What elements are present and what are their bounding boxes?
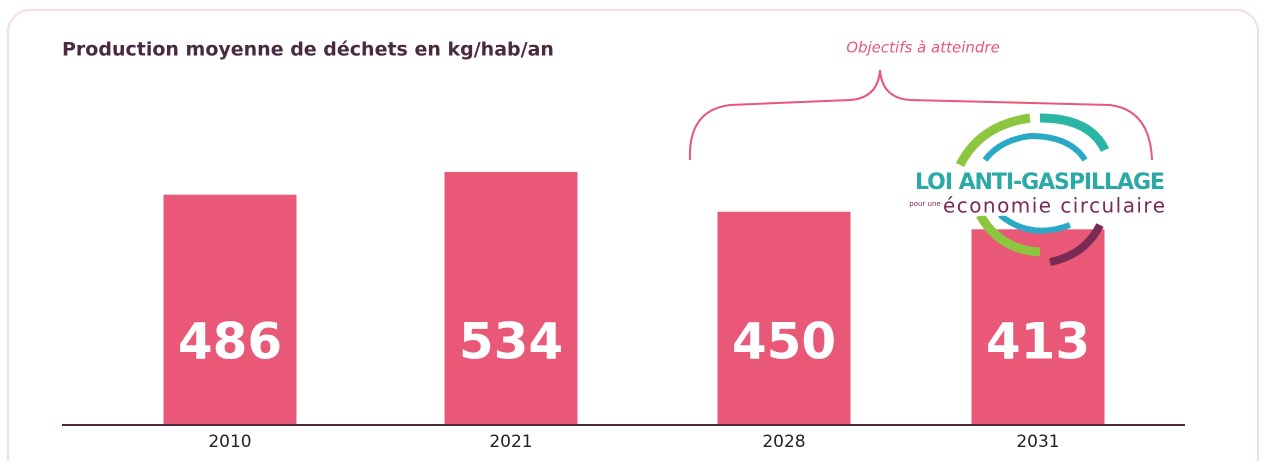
x-tick-label: 2031 xyxy=(1016,432,1059,452)
bar xyxy=(163,194,297,425)
logo: LOI ANTI-GASPILLAGE pour une économie ci… xyxy=(909,113,1167,266)
bar xyxy=(717,211,851,425)
logo-backdrop xyxy=(912,168,1167,216)
logo-arrow xyxy=(955,113,1031,168)
card xyxy=(7,9,1259,461)
x-tick-label: 2010 xyxy=(208,432,251,452)
chart-title: Production moyenne de déchets en kg/hab/… xyxy=(62,39,554,61)
value-label: 486 xyxy=(178,313,282,371)
logo-arrow xyxy=(1049,223,1104,266)
value-label: 450 xyxy=(732,313,836,371)
x-tick-label: 2021 xyxy=(489,432,532,452)
value-label: 534 xyxy=(459,313,563,371)
bar xyxy=(444,171,578,425)
brace xyxy=(688,69,1153,161)
bar xyxy=(971,229,1105,425)
logo-arrow xyxy=(976,212,1041,257)
logo-subtitle: économie circulaire xyxy=(943,194,1165,218)
logo-arrow xyxy=(998,212,1072,234)
logo-arrow xyxy=(982,132,1088,162)
x-tick-label: 2028 xyxy=(762,432,805,452)
logo-prefix: pour une xyxy=(909,200,940,208)
logo-title: LOI ANTI-GASPILLAGE xyxy=(915,170,1165,195)
annotation: Objectifs à atteindre xyxy=(846,39,1000,57)
logo-arrow xyxy=(1039,113,1110,153)
value-label: 413 xyxy=(986,313,1090,371)
